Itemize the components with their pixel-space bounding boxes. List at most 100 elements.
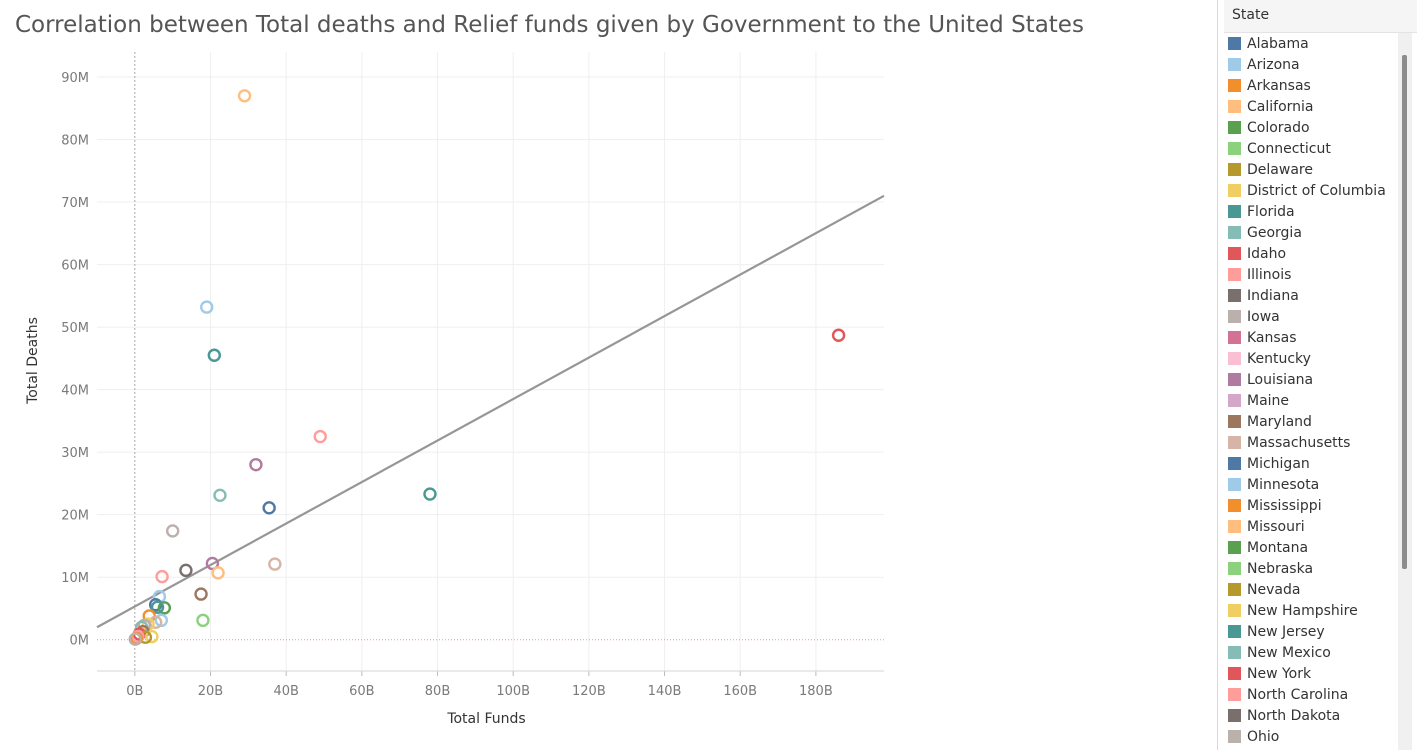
legend-item[interactable]: Georgia	[1228, 222, 1398, 243]
legend-item[interactable]: Kansas	[1228, 327, 1398, 348]
legend-item[interactable]: Mississippi	[1228, 495, 1398, 516]
data-point[interactable]	[207, 348, 221, 362]
legend-swatch	[1228, 163, 1241, 176]
legend-item[interactable]: Maryland	[1228, 411, 1398, 432]
legend-swatch	[1228, 499, 1241, 512]
legend-label: District of Columbia	[1247, 182, 1386, 199]
y-tick-label: 60M	[61, 259, 89, 274]
legend-item[interactable]: Alabama	[1228, 33, 1398, 54]
legend-item[interactable]: New Mexico	[1228, 642, 1398, 663]
legend-item[interactable]: New Jersey	[1228, 621, 1398, 642]
data-point[interactable]	[249, 457, 263, 472]
legend-item[interactable]: Louisiana	[1228, 369, 1398, 390]
axes: 0M 10M 20M 30M 40M 50M 60M 70M 80M 90M 0B 20B 40B 60B…	[61, 71, 884, 699]
data-point[interactable]	[155, 569, 169, 584]
legend-label: Montana	[1247, 539, 1309, 556]
legend-item[interactable]: Florida	[1228, 201, 1398, 222]
data-point[interactable]	[194, 587, 208, 601]
legend-label: Arkansas	[1247, 77, 1311, 94]
legend-list[interactable]: Alabama Arizona Arkansas California Colorado…	[1228, 33, 1398, 747]
data-point[interactable]	[179, 563, 193, 578]
legend-item[interactable]: Missouri	[1228, 516, 1398, 537]
legend-swatch	[1228, 268, 1241, 281]
legend-item[interactable]: Maine	[1228, 390, 1398, 411]
legend-label: New Jersey	[1247, 623, 1325, 640]
state-legend[interactable]: State Alabama Arizona Arkansas California Co…	[1224, 0, 1417, 750]
data-point[interactable]	[200, 300, 214, 314]
legend-label: Nevada	[1247, 581, 1301, 598]
data-point[interactable]	[423, 487, 437, 501]
data-point[interactable]	[157, 601, 172, 615]
legend-swatch	[1228, 373, 1241, 386]
y-tick-label: 80M	[61, 134, 89, 149]
grid-lines	[97, 52, 884, 671]
legend-item[interactable]: Connecticut	[1228, 138, 1398, 159]
data-point[interactable]	[196, 613, 210, 628]
legend-item[interactable]: Illinois	[1228, 264, 1398, 285]
data-point[interactable]	[205, 556, 220, 571]
legend-swatch	[1228, 226, 1241, 239]
legend-swatch	[1228, 247, 1241, 260]
legend-item[interactable]: Montana	[1228, 537, 1398, 558]
legend-label: Massachusetts	[1247, 434, 1351, 451]
x-tick-label: 80B	[425, 684, 450, 699]
data-point[interactable]	[313, 429, 327, 444]
legend-scroll-thumb[interactable]	[1402, 55, 1407, 569]
data-point[interactable]	[145, 629, 159, 644]
legend-item[interactable]: Minnesota	[1228, 474, 1398, 495]
legend-item[interactable]: Arkansas	[1228, 75, 1398, 96]
legend-swatch	[1228, 583, 1241, 596]
legend-item[interactable]: North Dakota	[1228, 705, 1398, 726]
data-point[interactable]	[262, 501, 276, 515]
legend-label: North Carolina	[1247, 686, 1349, 703]
legend-swatch	[1228, 562, 1241, 575]
legend-swatch	[1228, 604, 1241, 617]
legend-item[interactable]: Kentucky	[1228, 348, 1398, 369]
data-points[interactable]	[128, 89, 846, 646]
data-point[interactable]	[165, 524, 180, 538]
legend-swatch	[1228, 37, 1241, 50]
legend-item[interactable]: Massachusetts	[1228, 432, 1398, 453]
legend-item[interactable]: Idaho	[1228, 243, 1398, 264]
legend-item[interactable]: Delaware	[1228, 159, 1398, 180]
legend-item[interactable]: Nebraska	[1228, 558, 1398, 579]
y-tick-label: 70M	[61, 196, 89, 211]
data-point[interactable]	[237, 89, 252, 103]
legend-item[interactable]: Colorado	[1228, 117, 1398, 138]
data-point[interactable]	[150, 600, 165, 614]
legend-item[interactable]: New York	[1228, 663, 1398, 684]
legend-item[interactable]: North Carolina	[1228, 684, 1398, 705]
scatter-plot[interactable]: 0M 10M 20M 30M 40M 50M 60M 70M 80M 90M 0B 20B 40B 60B…	[0, 0, 1215, 750]
legend-label: Nebraska	[1247, 560, 1314, 577]
legend-label: Mississippi	[1247, 497, 1322, 514]
legend-label: Kansas	[1247, 329, 1297, 346]
legend-item[interactable]: Indiana	[1228, 285, 1398, 306]
legend-swatch	[1228, 415, 1241, 428]
legend-scrollbar[interactable]	[1398, 33, 1412, 750]
legend-item[interactable]: Arizona	[1228, 54, 1398, 75]
data-point[interactable]	[211, 566, 225, 580]
legend-item[interactable]: Iowa	[1228, 306, 1398, 327]
y-tick-label: 30M	[61, 446, 89, 461]
legend-label: New Hampshire	[1247, 602, 1358, 619]
legend-item[interactable]: Ohio	[1228, 726, 1398, 747]
legend-label: Idaho	[1247, 245, 1287, 262]
legend-label: Minnesota	[1247, 476, 1320, 493]
data-point[interactable]	[154, 613, 169, 628]
legend-swatch	[1228, 394, 1241, 407]
legend-item[interactable]: California	[1228, 96, 1398, 117]
legend-item[interactable]: Nevada	[1228, 579, 1398, 600]
legend-swatch	[1228, 541, 1241, 554]
legend-item[interactable]: District of Columbia	[1228, 180, 1398, 201]
data-point[interactable]	[831, 328, 846, 342]
legend-item[interactable]: New Hampshire	[1228, 600, 1398, 621]
data-point[interactable]	[213, 488, 227, 503]
y-tick-label: 10M	[61, 571, 89, 586]
data-point[interactable]	[268, 557, 282, 571]
x-tick-label: 160B	[723, 684, 757, 699]
legend-swatch	[1228, 289, 1241, 302]
data-point[interactable]	[128, 632, 142, 646]
trend-line[interactable]	[96, 194, 885, 629]
legend-swatch	[1228, 331, 1241, 344]
legend-item[interactable]: Michigan	[1228, 453, 1398, 474]
